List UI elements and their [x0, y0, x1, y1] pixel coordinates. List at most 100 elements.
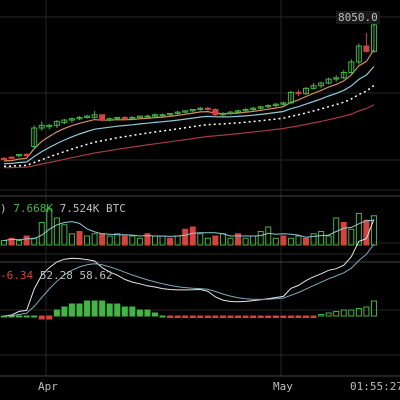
- volume-bar: [348, 228, 355, 246]
- macd-histogram-bar: [76, 303, 83, 317]
- candle-body: [53, 120, 60, 126]
- macd-histogram-bar: [16, 315, 23, 318]
- candle-body: [129, 116, 136, 120]
- macd-histogram-bar: [295, 315, 302, 318]
- volume-bar: [91, 233, 98, 246]
- macd-value-1: -6.34: [0, 269, 34, 282]
- macd-histogram-bar: [174, 315, 181, 318]
- macd-histogram-bar: [340, 309, 347, 317]
- macd-histogram-bar: [144, 309, 151, 317]
- ema-slow-line: [3, 66, 375, 165]
- candle-body: [287, 91, 294, 104]
- volume-bar: [197, 233, 204, 246]
- x-axis-label-apr: Apr: [38, 380, 58, 393]
- macd-histogram-bar: [227, 315, 234, 318]
- candle-body: [318, 82, 325, 87]
- volume-bar: [16, 240, 23, 246]
- macd-histogram-bar: [242, 315, 249, 318]
- volume-bar: [159, 235, 166, 246]
- candle-body: [370, 24, 377, 52]
- macd-histogram-bar: [310, 315, 317, 318]
- macd-line: [3, 219, 375, 317]
- macd-value-2: 52.28: [39, 269, 73, 282]
- volume-bar: [46, 208, 53, 246]
- candle-body: [257, 106, 264, 109]
- volume-value-2: 7.524K BTC: [59, 202, 126, 215]
- grid-lines: [0, 0, 400, 377]
- volume-bar: [129, 235, 136, 246]
- candle-body: [303, 87, 309, 95]
- volume-bar: [295, 235, 302, 246]
- macd-histogram-bar: [167, 315, 174, 318]
- volume-bar: [257, 231, 264, 246]
- macd-histogram-bar: [106, 303, 113, 317]
- macd-signal-line: [3, 244, 375, 317]
- volume-bar: [272, 237, 279, 246]
- macd-histogram-bar: [212, 315, 219, 318]
- volume-bar: [53, 217, 60, 246]
- candle-body: [348, 61, 355, 73]
- volume-bar: [310, 233, 317, 246]
- volume-bar: [265, 226, 272, 246]
- volume-bar: [136, 237, 143, 246]
- volume-bar: [325, 235, 332, 246]
- volume-value-1: 7.668K: [13, 202, 53, 215]
- macd-histogram-bar: [250, 315, 257, 318]
- macd-histogram-bar: [265, 315, 272, 318]
- candle-body: [333, 77, 340, 80]
- candle-body: [91, 114, 98, 118]
- candle-body: [250, 107, 257, 111]
- volume-bar: [204, 237, 211, 246]
- macd-histogram-bar: [38, 315, 45, 320]
- candle-body: [204, 107, 211, 111]
- macd-histogram-bar: [182, 315, 189, 318]
- volume-bar: [340, 222, 347, 246]
- volume-bar: [106, 235, 113, 246]
- macd-histogram-bar: [355, 308, 362, 317]
- candle-body: [265, 105, 272, 108]
- volume-bar: [303, 237, 309, 246]
- macd-histogram-bar: [303, 315, 309, 318]
- candle-body: [212, 109, 219, 116]
- last-price-label: 8050.0: [336, 11, 380, 24]
- candle-body: [136, 115, 143, 118]
- candle-body: [61, 119, 68, 124]
- volume-bar: [333, 217, 340, 246]
- macd-histogram-bar: [159, 315, 166, 318]
- candle-body: [242, 109, 249, 112]
- macd-legend: -6.34 52.28 58.62: [0, 269, 113, 282]
- candle-body: [76, 116, 83, 120]
- volume-bars: [1, 208, 377, 246]
- candle-body: [31, 127, 38, 147]
- candle-body: [38, 124, 45, 129]
- volume-bar: [99, 233, 106, 246]
- volume-legend: ) 7.668K 7.524K BTC: [0, 202, 126, 215]
- volume-bar: [182, 228, 189, 246]
- macd-histogram-bar: [325, 312, 332, 317]
- candle-body: [144, 115, 151, 118]
- volume-bar: [76, 231, 83, 246]
- macd-histogram-bar: [333, 311, 340, 317]
- volume-bar: [212, 235, 219, 246]
- macd-panel: [1, 219, 377, 320]
- candle-body: [114, 116, 121, 120]
- sma-dotted-line: [3, 84, 375, 168]
- volume-bar: [121, 235, 128, 246]
- candle-body: [219, 112, 226, 116]
- macd-histogram-bar: [84, 300, 91, 317]
- candle-body: [16, 153, 23, 157]
- volume-bar: [189, 226, 196, 246]
- volume-bar: [242, 237, 249, 246]
- macd-histogram-bar: [31, 315, 38, 318]
- macd-histogram-bar: [318, 314, 325, 317]
- moving-average-lines: [3, 49, 375, 169]
- volume-bar: [235, 233, 242, 246]
- macd-histogram-bar: [287, 315, 294, 318]
- candle-body: [121, 116, 128, 120]
- macd-histogram-bar: [53, 309, 60, 317]
- candle-body: [174, 111, 181, 114]
- volume-bar: [152, 235, 158, 246]
- volume-bar: [280, 235, 287, 246]
- volume-bar: [61, 224, 68, 246]
